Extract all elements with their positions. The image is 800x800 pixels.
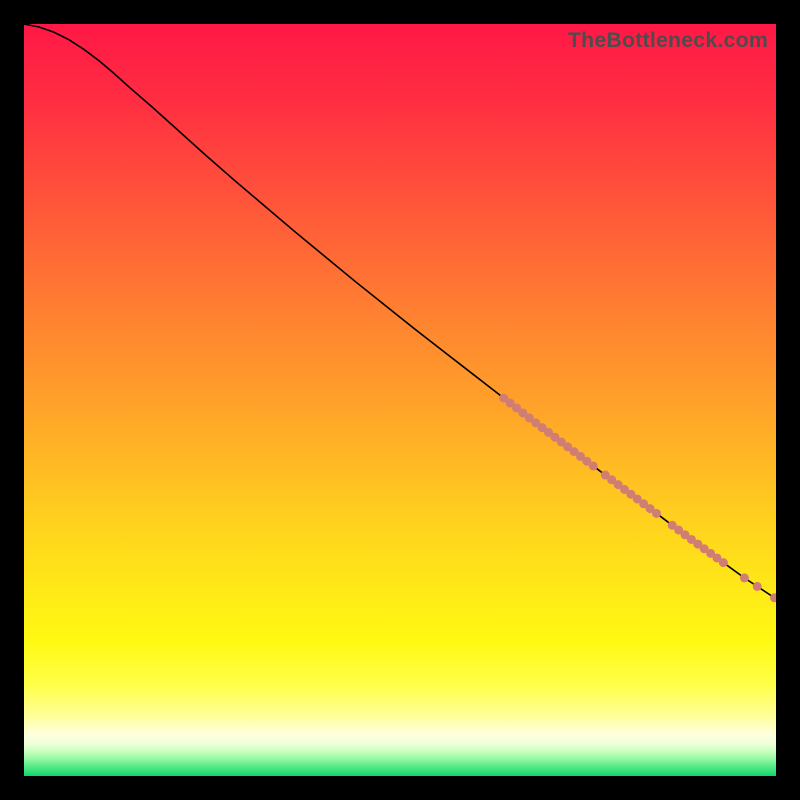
bottleneck-curve	[24, 24, 775, 598]
outer-frame: TheBottleneck.com	[0, 0, 800, 800]
highlight-dot	[589, 461, 598, 470]
highlight-dot	[719, 558, 728, 567]
highlight-dot	[753, 582, 762, 591]
highlight-dot	[740, 573, 749, 582]
highlight-dot	[652, 509, 661, 518]
curve-layer	[24, 24, 776, 776]
plot-area: TheBottleneck.com	[24, 24, 776, 776]
